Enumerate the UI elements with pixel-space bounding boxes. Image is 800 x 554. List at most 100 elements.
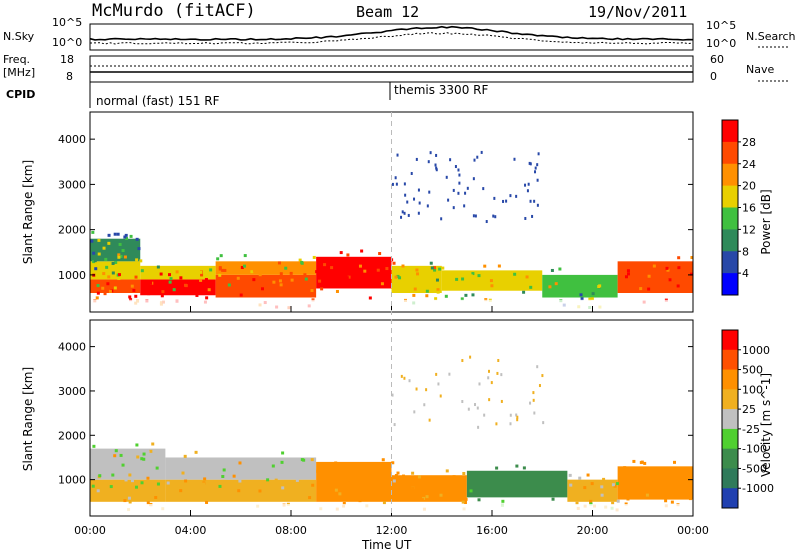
velocity-ytick-label-3: 1000 bbox=[58, 474, 86, 487]
velocity-cell bbox=[109, 485, 113, 489]
power-cell bbox=[429, 261, 433, 265]
power-cell bbox=[207, 288, 211, 292]
velocity-cell bbox=[121, 463, 125, 467]
power-cell bbox=[436, 288, 440, 292]
velocity-cell bbox=[321, 472, 325, 476]
power-echo bbox=[435, 168, 438, 172]
velocity-echo bbox=[425, 388, 428, 392]
power-cell bbox=[168, 280, 172, 284]
velocity-cell bbox=[624, 502, 628, 506]
power-cell bbox=[438, 283, 442, 287]
time-tick-label-2: 08:00 bbox=[275, 524, 307, 537]
power-cell bbox=[149, 284, 153, 288]
velocity-cell bbox=[586, 473, 590, 477]
power-cell bbox=[312, 255, 316, 259]
power-cell bbox=[690, 256, 694, 260]
velocity-cell bbox=[308, 496, 312, 500]
power-cell bbox=[219, 254, 223, 258]
freq-panel-frame bbox=[89, 55, 694, 83]
power-cell bbox=[548, 285, 552, 289]
power-cell bbox=[550, 268, 554, 272]
power-echo bbox=[529, 162, 532, 166]
nave-tick-top: 60 bbox=[710, 53, 724, 66]
velocity-echo bbox=[488, 398, 491, 402]
power-cell bbox=[620, 281, 624, 285]
time-tick-label-5: 20:00 bbox=[577, 524, 609, 537]
velocity-echo bbox=[437, 382, 440, 386]
velocity-cell bbox=[333, 494, 337, 498]
velocity-cell bbox=[295, 483, 299, 487]
velocity-cell bbox=[130, 479, 134, 483]
velocity-cell bbox=[347, 481, 351, 485]
power-echo bbox=[513, 157, 516, 161]
power-cell bbox=[497, 264, 501, 268]
power-echo bbox=[429, 151, 432, 155]
power-echo bbox=[524, 216, 527, 220]
power-cell bbox=[277, 261, 281, 265]
power-cell bbox=[278, 279, 282, 283]
velocity-cell bbox=[645, 493, 649, 497]
velocity-cell bbox=[664, 499, 668, 503]
power-cell bbox=[471, 293, 475, 297]
velocity-cell bbox=[111, 473, 115, 477]
velocity-cell bbox=[487, 488, 491, 492]
power-cell bbox=[202, 279, 206, 283]
velocity-cell bbox=[589, 499, 593, 503]
power-cell bbox=[368, 296, 372, 300]
power-cell bbox=[92, 260, 96, 264]
velocity-cell bbox=[147, 471, 151, 475]
power-cell bbox=[668, 278, 672, 282]
power-echo bbox=[466, 186, 469, 190]
power-cell bbox=[111, 261, 115, 265]
power-echo bbox=[492, 214, 495, 218]
power-echo bbox=[534, 166, 537, 170]
power-cell bbox=[121, 249, 125, 253]
power-cell bbox=[238, 280, 242, 284]
velocity-cell bbox=[334, 488, 338, 492]
power-cell bbox=[209, 268, 213, 272]
power-echo bbox=[536, 178, 539, 182]
velocity-cell bbox=[136, 455, 140, 459]
power-echo bbox=[417, 188, 420, 192]
power-cell bbox=[436, 290, 440, 294]
velocity-cell bbox=[179, 489, 183, 493]
power-cell bbox=[396, 274, 400, 278]
velocity-cell bbox=[551, 497, 555, 501]
velocity-cell bbox=[382, 501, 386, 505]
power-echo bbox=[463, 204, 466, 208]
power-cell bbox=[675, 263, 679, 267]
power-cell bbox=[433, 268, 437, 272]
power-echo bbox=[457, 168, 460, 172]
power-echo bbox=[401, 210, 404, 214]
power-cell bbox=[363, 269, 367, 273]
velocity-cell bbox=[96, 489, 100, 493]
power-cell bbox=[413, 287, 417, 291]
velocity-band-1 bbox=[90, 448, 166, 480]
power-echo bbox=[472, 177, 475, 181]
power-colorbar-swatch-0 bbox=[722, 120, 738, 143]
power-ytick-label-1: 3000 bbox=[58, 178, 86, 191]
power-cell bbox=[266, 279, 270, 283]
velocity-cell bbox=[383, 495, 387, 499]
power-cell bbox=[461, 277, 465, 281]
velocity-colorbar-frame bbox=[721, 329, 739, 509]
power-echo bbox=[529, 199, 532, 203]
power-echo bbox=[524, 183, 527, 187]
power-cell bbox=[385, 267, 389, 271]
power-cell bbox=[113, 232, 117, 236]
power-cell bbox=[477, 274, 481, 278]
power-echo bbox=[403, 182, 406, 186]
velocity-cell bbox=[468, 471, 472, 475]
power-cell bbox=[221, 268, 225, 272]
power-colorbar-swatch-1 bbox=[722, 141, 738, 165]
power-cell bbox=[216, 257, 220, 261]
freq-tick-top: 18 bbox=[60, 53, 74, 66]
power-cell bbox=[647, 287, 651, 291]
power-ylabel: Slant Range [km] bbox=[21, 159, 35, 265]
velocity-echo bbox=[415, 387, 418, 391]
power-cell bbox=[529, 285, 533, 289]
velocity-cell bbox=[392, 479, 396, 483]
velocity-cell bbox=[142, 457, 146, 461]
velocity-echo bbox=[483, 413, 486, 417]
